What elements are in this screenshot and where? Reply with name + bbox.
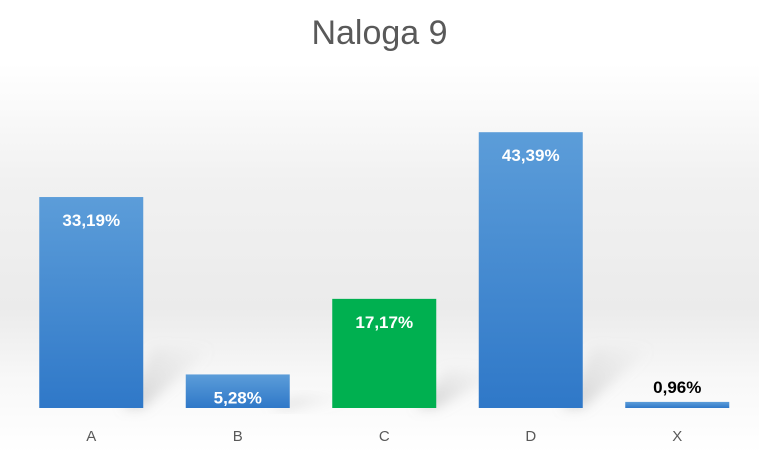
bar-d xyxy=(478,132,583,409)
data-label-b: 5,28% xyxy=(214,388,262,407)
bar-a xyxy=(39,197,144,408)
chart-title: Naloga 9 xyxy=(311,14,448,52)
x-tick-label-a: A xyxy=(86,428,96,445)
data-label-c: 17,17% xyxy=(355,313,413,332)
data-label-a: 33,19% xyxy=(62,211,120,230)
data-label-x: 0,96% xyxy=(653,378,701,397)
x-tick-label-b: B xyxy=(233,428,243,445)
bar-shadow xyxy=(123,348,214,408)
bar-x xyxy=(625,401,730,408)
bar-shadow xyxy=(562,348,653,408)
x-tick-label-d: D xyxy=(525,428,536,445)
data-label-d: 43,39% xyxy=(502,146,560,165)
bar-b xyxy=(185,374,290,408)
x-tick-label-c: C xyxy=(379,428,390,445)
bar-c xyxy=(332,298,437,408)
x-tick-label-x: X xyxy=(672,428,682,445)
